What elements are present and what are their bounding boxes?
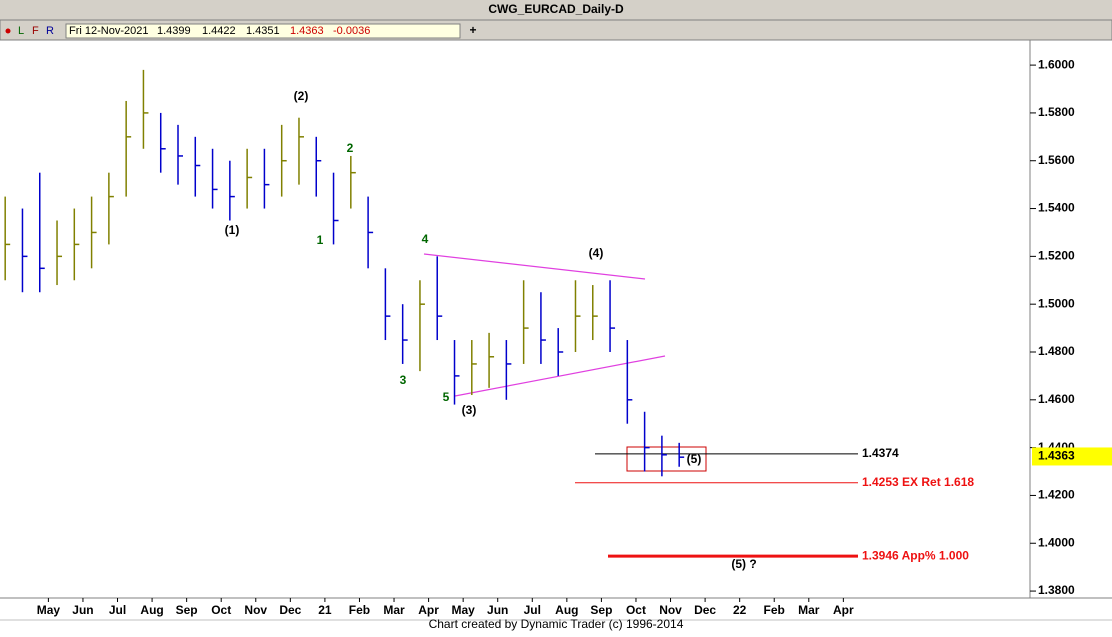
- wave-label: (5) ?: [731, 557, 756, 571]
- info-high: 1.4422: [202, 25, 236, 37]
- toolbar-letter: R: [46, 25, 54, 37]
- x-tick-label: 21: [318, 603, 332, 617]
- y-tick-label: 1.4000: [1038, 535, 1075, 549]
- info-low: 1.4351: [246, 25, 280, 37]
- y-tick-label: 1.4200: [1038, 488, 1075, 502]
- y-tick-label: 1.5600: [1038, 153, 1075, 167]
- trendline: [454, 355, 666, 397]
- x-tick-label: Aug: [555, 603, 578, 617]
- y-tick-label: 1.5200: [1038, 249, 1075, 263]
- x-tick-label: Aug: [140, 603, 163, 617]
- x-tick-label: Mar: [383, 603, 405, 617]
- y-tick-label: 1.3800: [1038, 583, 1075, 597]
- trendline: [423, 253, 646, 280]
- y-tick-label: 1.5000: [1038, 296, 1075, 310]
- level-label: 1.4374: [862, 446, 899, 460]
- x-tick-label: Nov: [244, 603, 267, 617]
- x-tick-label: Dec: [279, 603, 301, 617]
- y-tick-label: 1.4600: [1038, 392, 1075, 406]
- y-tick-label: 1.5800: [1038, 105, 1075, 119]
- y-tick-label: 1.6000: [1038, 57, 1075, 71]
- wave-label: 3: [400, 373, 407, 387]
- wave-label: (2): [294, 89, 309, 103]
- x-tick-label: Jul: [109, 603, 126, 617]
- x-tick-label: Sep: [176, 603, 198, 617]
- x-tick-label: Oct: [211, 603, 231, 617]
- x-tick-label: Sep: [590, 603, 612, 617]
- x-tick-label: Jul: [524, 603, 541, 617]
- x-tick-label: Nov: [659, 603, 682, 617]
- x-tick-label: 22: [733, 603, 747, 617]
- info-date: Fri 12-Nov-2021: [69, 25, 148, 37]
- info-open: 1.4399: [157, 25, 191, 37]
- wave-label: 4: [422, 232, 429, 246]
- add-button[interactable]: +: [469, 23, 476, 37]
- y-tick-label: 1.5400: [1038, 201, 1075, 215]
- wave-label: 2: [347, 141, 354, 155]
- wave-label: (1): [225, 223, 240, 237]
- x-tick-label: May: [37, 603, 61, 617]
- x-tick-label: May: [451, 603, 475, 617]
- level-label: 1.4253 EX Ret 1.618: [862, 475, 974, 489]
- wave-label: (3): [462, 403, 477, 417]
- y-tick-label: 1.4800: [1038, 344, 1075, 358]
- info-change: -0.0036: [333, 25, 370, 37]
- level-label: 1.3946 App% 1.000: [862, 548, 969, 562]
- wave-label: (5): [687, 452, 702, 466]
- footer: Chart created by Dynamic Trader (c) 1996…: [429, 617, 684, 631]
- chart-title: CWG_EURCAD_Daily-D: [488, 2, 624, 16]
- status-dot: [5, 28, 11, 34]
- info-box: [65, 23, 461, 39]
- info-close: 1.4363: [290, 25, 324, 37]
- wave-label: (4): [589, 246, 604, 260]
- x-tick-label: Jun: [487, 603, 508, 617]
- last-price-box: [1032, 447, 1112, 466]
- highlight-box: [626, 446, 707, 472]
- x-tick-label: Mar: [798, 603, 820, 617]
- x-tick-label: Apr: [418, 603, 439, 617]
- wave-label: 5: [443, 390, 450, 404]
- x-tick-label: Dec: [694, 603, 716, 617]
- x-tick-label: Jun: [72, 603, 93, 617]
- x-tick-label: Feb: [764, 603, 785, 617]
- last-price-label: 1.4363: [1038, 449, 1075, 463]
- x-tick-label: Feb: [349, 603, 370, 617]
- x-tick-label: Apr: [833, 603, 854, 617]
- x-tick-label: Oct: [626, 603, 646, 617]
- toolbar-letter: L: [18, 25, 24, 37]
- toolbar-letter: F: [32, 25, 39, 37]
- wave-label: 1: [317, 233, 324, 247]
- title-bar: [0, 0, 1112, 20]
